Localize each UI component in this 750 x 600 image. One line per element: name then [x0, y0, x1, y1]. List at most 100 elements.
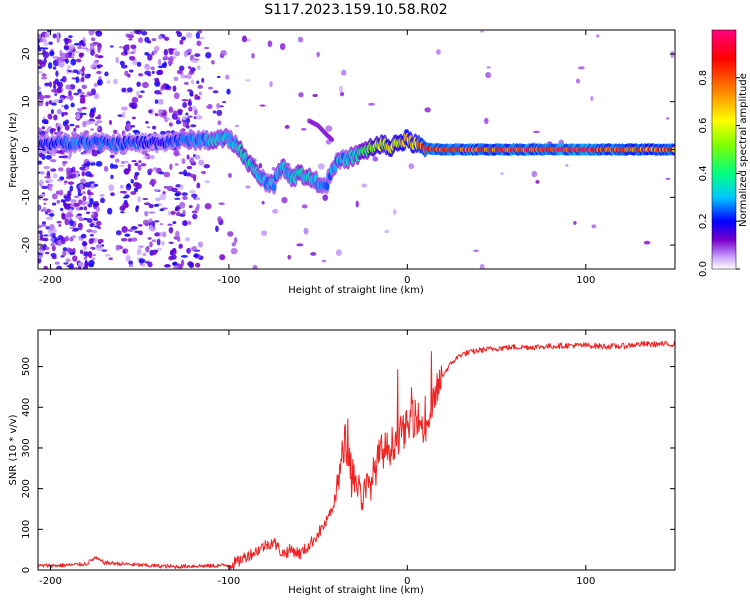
spectrogram-noise-cell [65, 58, 69, 64]
spectrogram-noise-cell [180, 255, 188, 258]
spectrogram-noise-cell [88, 251, 93, 259]
spectrogram-noise-cell [89, 233, 94, 237]
spectrogram-noise-cell [86, 48, 90, 53]
spectrogram-noise-cell [72, 227, 80, 231]
spectrogram-noise-cell [174, 163, 179, 166]
snr-ytick-label: 400 [21, 398, 32, 417]
spectrogram-noise-cell [80, 233, 87, 239]
snr-xtick-label: 100 [576, 576, 595, 587]
spectrogram-noise-cell [181, 36, 187, 41]
spectrogram-noise-cell [177, 238, 181, 242]
spectrogram-noise-cell [121, 111, 126, 119]
spectrogram-noise-cell [63, 182, 67, 185]
spectrogram-noise-cell [122, 44, 130, 51]
spectrogram-noise-cell [98, 241, 102, 244]
spectrogram-noise-cell [67, 69, 72, 73]
spectrogram-noise-cell [211, 60, 215, 65]
spectrogram-noise-cell [93, 93, 100, 100]
colorbar-label: Normalized spectral amplitude [738, 73, 749, 227]
spectrogram-noise-cell [127, 87, 133, 93]
spectrogram-noise-cell [127, 237, 133, 242]
snr-xtick-label: -200 [39, 576, 62, 587]
spectrogram-noise-cell [531, 170, 538, 178]
spectrogram-noise-cell [212, 90, 219, 94]
spectrogram-noise-cell [384, 229, 390, 234]
spectrogram-noise-cell [97, 226, 102, 230]
snr-ytick-label: 0 [21, 567, 32, 573]
spectrogram-noise-cell [79, 206, 84, 211]
spectrogram-noise-cell [110, 192, 115, 197]
spectrogram-noise-cell [162, 231, 167, 238]
spectrogram-noise-cell [168, 226, 174, 234]
spectrogram-noise-cell [218, 202, 225, 206]
spectrogram-noise-cell [150, 66, 155, 71]
spectrogram-noise-cell [120, 211, 125, 214]
spectrogram-noise-cell [134, 162, 139, 167]
spectrogram-noise-cell [44, 82, 51, 86]
spectrogram-noise-cell [194, 53, 201, 57]
spectrogram-noise-cell [109, 163, 114, 170]
spectrogram-noise-cell [173, 76, 179, 82]
spectrogram-noise-cell [220, 49, 227, 57]
spectrogram-noise-cell [69, 226, 74, 229]
spectrogram-noise-cell [301, 204, 308, 209]
spectrogram-noise-cell [41, 73, 47, 78]
spectrogram-noise-cell [61, 111, 65, 117]
spectrogram-noise-cell [157, 35, 163, 40]
spectrogram-noise-cell [137, 247, 142, 255]
spectrogram-noise-cell [271, 167, 276, 171]
spectrogram-noise-cell [219, 254, 226, 261]
spectrogram-noise-cell [68, 263, 74, 269]
spectrogram-noise-cell [65, 119, 69, 125]
spectrogram-noise-cell [92, 254, 96, 257]
spectrogram-noise-cell [52, 66, 57, 70]
spectrogram-noise-cell [81, 42, 86, 47]
spectrogram-noise-cell [573, 220, 577, 225]
spectrogram-noise-cell [118, 164, 126, 167]
spectrogram-xtick-label: 100 [576, 275, 595, 286]
spectrogram-noise-cell [76, 213, 82, 216]
spectrogram-noise-cell [69, 219, 74, 227]
spectrogram-noise-cell [85, 161, 91, 167]
spectrogram-noise-cell [187, 101, 193, 107]
spectrogram-noise-cell [41, 126, 45, 130]
spectrogram-noise-cell [134, 30, 140, 35]
spectrogram-noise-cell [51, 152, 56, 157]
snr-xtick-label: -100 [218, 576, 241, 587]
spectrogram-noise-cell [227, 231, 234, 237]
spectrogram-noise-cell [62, 247, 68, 252]
spectrogram-noise-cell [69, 123, 75, 127]
spectrogram-noise-cell [40, 179, 44, 185]
spectrogram-noise-cell [182, 209, 186, 216]
spectrogram-noise-cell [122, 249, 126, 254]
spectrogram-xtick-label: -100 [218, 275, 241, 286]
spectrogram-noise-cell [130, 179, 134, 184]
spectrogram-noise-cell [48, 41, 53, 45]
spectrogram-noise-cell [303, 227, 309, 235]
spectrogram-ytick-label: 10 [21, 95, 32, 108]
spectrogram-noise-cell [81, 106, 87, 110]
spectrogram-noise-cell [177, 110, 183, 116]
spectrogram-noise-cell [147, 53, 153, 61]
spectrogram-noise-cell [90, 88, 96, 96]
spectrogram-noise-cell [119, 190, 126, 194]
spectrogram-noise-cell [82, 191, 86, 195]
spectrogram-noise-cell [38, 33, 42, 40]
spectrogram-noise-cell [245, 79, 251, 82]
spectrogram-noise-cell [216, 109, 223, 116]
spectrogram-noise-cell [261, 230, 268, 236]
spectrogram-noise-cell [188, 204, 193, 209]
snr-ytick-label: 100 [21, 520, 32, 539]
spectrogram-noise-cell [52, 84, 57, 90]
spectrogram-noise-cell [45, 251, 50, 255]
spectrogram-noise-cell [67, 190, 72, 197]
spectrogram-noise-cell [58, 81, 64, 89]
spectrogram-ylabel: Frequency (Hz) [8, 112, 19, 188]
spectrogram-noise-cell [121, 87, 127, 93]
spectrogram-noise-cell [175, 211, 181, 217]
spectrogram-noise-cell [91, 229, 98, 234]
spectrogram-noise-cell [42, 49, 46, 56]
spectrogram-noise-cell [44, 246, 50, 250]
colorbar-tick-label: 0.6 [698, 118, 709, 134]
spectrogram-noise-cell [39, 233, 44, 240]
